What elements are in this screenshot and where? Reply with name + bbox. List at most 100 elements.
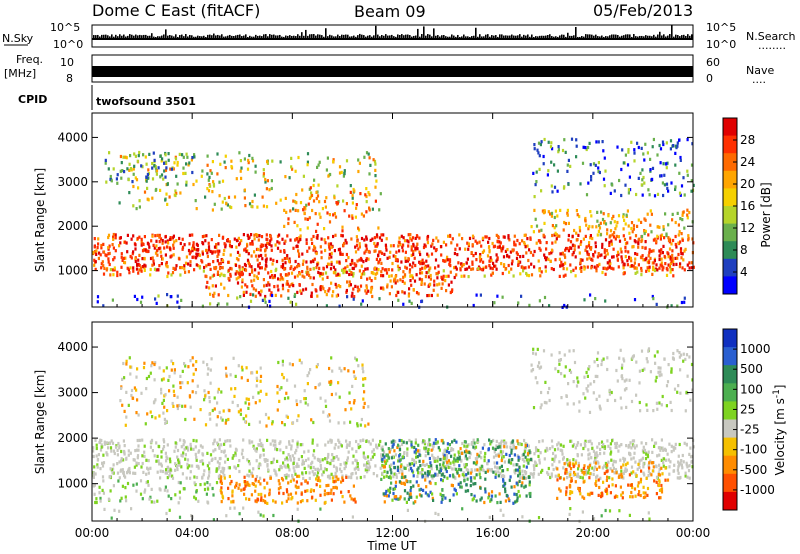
power-cell — [180, 266, 184, 270]
power-cell — [572, 268, 575, 272]
power-colorbar-swatch — [723, 135, 737, 154]
velocity-cell — [674, 446, 677, 450]
power-cell — [583, 267, 586, 271]
power-cell — [640, 239, 643, 244]
velocity-cell — [195, 475, 199, 480]
power-cell — [148, 152, 151, 156]
velocity-cell — [195, 458, 198, 462]
power-cell — [298, 272, 302, 276]
power-cell — [348, 214, 351, 218]
velocity-cell — [545, 446, 548, 450]
power-cell — [466, 241, 469, 245]
nsky-bar — [513, 35, 515, 39]
power-cell — [166, 293, 169, 297]
velocity-cell — [538, 461, 541, 465]
power-cell — [151, 263, 154, 267]
power-cell — [112, 167, 115, 171]
power-cell — [356, 289, 360, 293]
velocity-cell — [129, 365, 132, 369]
velocity-cell — [294, 451, 297, 455]
velocity-cell — [401, 475, 404, 479]
power-cell — [343, 172, 346, 176]
velocity-cell — [406, 451, 409, 455]
velocity-cell — [643, 448, 647, 452]
power-cell — [118, 244, 121, 248]
velocity-cell — [517, 489, 520, 494]
power-cell — [440, 286, 443, 290]
velocity-cell — [365, 439, 368, 443]
power-cell — [625, 213, 628, 217]
velocity-cell — [418, 453, 421, 457]
velocity-cell — [334, 471, 337, 475]
velocity-cell — [259, 379, 262, 383]
power-cell — [417, 292, 420, 296]
velocity-cell — [337, 477, 340, 481]
power-cell — [617, 252, 620, 256]
power-cell — [286, 280, 289, 284]
velocity-cell — [611, 469, 614, 473]
nsky-bar — [349, 36, 351, 39]
power-cell — [240, 176, 243, 180]
velocity-cell — [147, 471, 150, 475]
power-cell — [206, 251, 209, 255]
velocity-cell — [677, 471, 680, 475]
power-cell — [401, 249, 404, 253]
power-cell — [134, 243, 137, 247]
velocity-cell — [195, 464, 198, 468]
velocity-cell — [122, 470, 125, 475]
power-cell — [247, 236, 250, 240]
power-cell — [269, 275, 272, 279]
power-cell — [239, 295, 242, 299]
velocity-cell — [96, 457, 100, 462]
power-cell — [363, 272, 366, 276]
velocity-cell — [125, 390, 128, 394]
velocity-cell — [291, 439, 294, 443]
y-tick-label: 4000 — [57, 130, 88, 144]
velocity-cell — [424, 491, 427, 495]
velocity-cell — [373, 452, 376, 457]
power-cell — [612, 247, 615, 251]
velocity-cell — [208, 470, 211, 474]
velocity-cell — [271, 439, 274, 443]
nsky-bar — [221, 34, 223, 39]
power-cell — [319, 271, 322, 276]
power-cell — [525, 271, 528, 276]
nsky-bar — [533, 36, 535, 39]
power-cell — [585, 223, 588, 227]
nsky-bar — [153, 36, 155, 39]
power-cell — [436, 276, 439, 280]
velocity-cell — [189, 476, 192, 480]
power-colorbar-tick-label: 4 — [740, 265, 748, 279]
power-cell — [118, 201, 121, 205]
power-cell — [289, 238, 292, 242]
velocity-cell — [366, 467, 369, 472]
velocity-cell — [248, 441, 251, 445]
velocity-cell — [277, 479, 280, 483]
power-cell — [351, 201, 354, 205]
velocity-cell — [634, 472, 637, 476]
velocity-cell — [403, 466, 406, 470]
power-cell — [374, 249, 377, 253]
nsky-bar — [539, 35, 541, 39]
velocity-cell — [674, 442, 677, 446]
velocity-cell — [630, 446, 633, 450]
power-cell — [275, 201, 278, 205]
power-cell — [365, 210, 368, 214]
power-cell — [295, 302, 298, 306]
power-cell — [164, 240, 167, 244]
power-cell — [390, 285, 393, 289]
velocity-cell — [472, 445, 475, 449]
nsky-bar — [203, 35, 205, 39]
power-cell — [137, 271, 140, 275]
power-cell — [449, 233, 452, 238]
power-cell — [166, 265, 169, 269]
velocity-cell — [418, 459, 421, 463]
power-cell — [277, 288, 280, 292]
power-cell — [435, 248, 438, 252]
nsky-bar — [337, 34, 339, 39]
power-cell — [620, 167, 623, 172]
velocity-cell — [294, 472, 297, 476]
power-cell — [550, 267, 553, 271]
power-cell — [229, 274, 232, 278]
nsky-bar — [669, 34, 671, 39]
